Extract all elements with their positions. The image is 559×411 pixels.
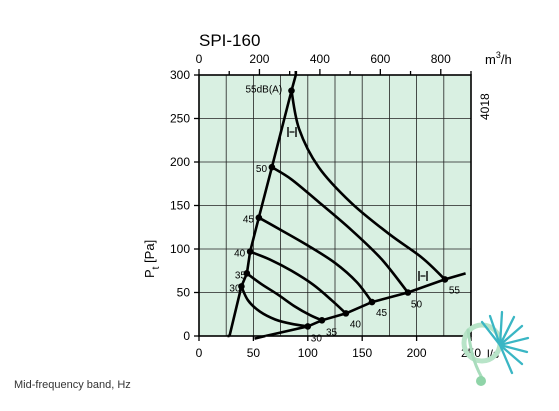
curve-markers	[238, 87, 449, 330]
x-tick-label: 100	[298, 346, 318, 360]
label-closed-40: 40	[234, 249, 246, 260]
marker-open-45	[368, 298, 376, 306]
y-tick-label: 250	[170, 112, 190, 126]
open-damper-symbol	[418, 271, 428, 281]
label-open-45: 45	[376, 308, 388, 319]
chart-title: SPI-160	[199, 31, 260, 50]
top-tick-label: 200	[249, 52, 269, 66]
svg-text:4018: 4018	[478, 93, 492, 120]
marker-closed-35	[243, 270, 251, 277]
x-tick-label: 50	[247, 346, 261, 360]
figure-code: 4018	[478, 93, 492, 120]
top-tick-label: 0	[196, 52, 203, 66]
label-closed-55dB(A): 55dB(A)	[245, 85, 282, 96]
sound-curve-30	[240, 285, 308, 328]
sound-curve-50	[271, 166, 409, 294]
open-line-extension	[254, 334, 266, 340]
label-open-35: 35	[326, 327, 338, 338]
grid-lines	[199, 74, 471, 337]
top-tick-label: 600	[370, 52, 390, 66]
y-tick-label: 50	[177, 286, 191, 300]
label-open-40: 40	[350, 319, 362, 330]
marker-closed-50	[268, 163, 276, 171]
marker-open-50	[404, 289, 412, 296]
marker-closed-45	[255, 214, 263, 221]
sound-curve-45	[258, 216, 374, 303]
x-tick-label: 200	[407, 346, 427, 360]
y-tick-label: 100	[170, 242, 190, 256]
marker-open-40	[342, 310, 350, 317]
marker-closed-30	[238, 283, 245, 290]
frequency-band-caption: Mid-frequency band, Hz	[14, 379, 131, 391]
x-tick-label: 150	[352, 346, 372, 360]
y-tick-label: 200	[170, 155, 190, 169]
sound-curve-35	[246, 272, 323, 322]
label-closed-30: 30	[229, 283, 241, 294]
label-closed-35: 35	[235, 270, 247, 281]
svg-text:Pt [Pa]: Pt [Pa]	[142, 240, 162, 278]
top-tick-label: 800	[431, 52, 451, 66]
sound-curve-40	[249, 250, 347, 315]
y-tick-label: 0	[183, 329, 190, 343]
y-tick-label: 150	[170, 199, 190, 213]
brand-logo	[461, 310, 530, 386]
label-open-30: 30	[311, 333, 323, 344]
y-axis-label: Pt [Pa]	[142, 240, 162, 278]
curves	[228, 75, 466, 336]
closed-damper-symbol	[287, 127, 297, 137]
marker-open-35	[318, 317, 326, 324]
label-closed-50: 50	[256, 164, 268, 175]
y-tick-label: 300	[170, 68, 190, 82]
marker-open-55dB(A)	[441, 276, 449, 283]
top-axis-unit: m3/h	[485, 50, 512, 67]
x-tick-label: 0	[196, 346, 203, 360]
label-open-50: 50	[411, 300, 423, 311]
label-open-55dB(A): 55	[449, 285, 461, 296]
top-tick-label: 400	[310, 52, 330, 66]
label-closed-45: 45	[243, 215, 255, 226]
marker-closed-40	[246, 248, 254, 255]
marker-closed-55dB(A)	[288, 87, 295, 94]
sound-curve-55dB(A)	[290, 90, 446, 281]
marker-open-30	[304, 323, 312, 330]
